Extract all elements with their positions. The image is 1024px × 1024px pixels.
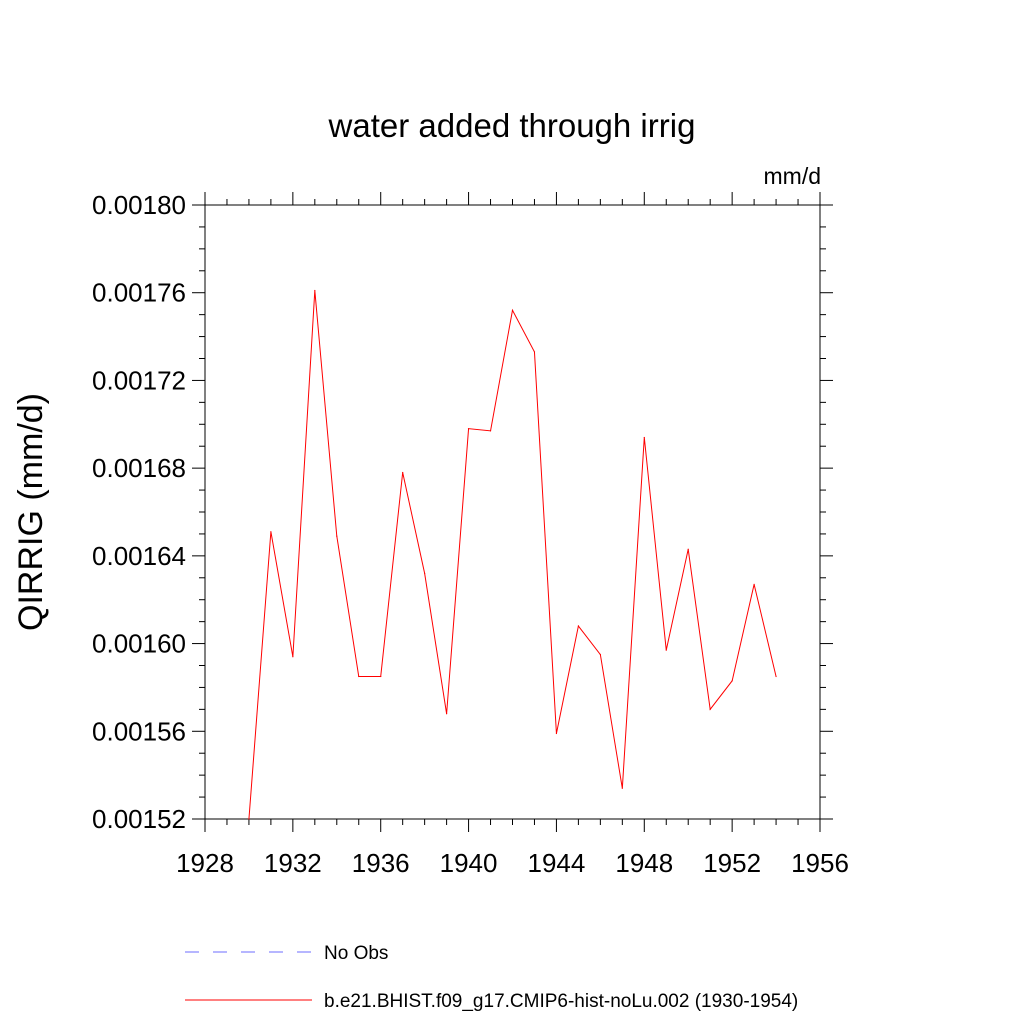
- y-tick-label: 0.00160: [92, 629, 186, 659]
- data-point: [731, 680, 733, 682]
- y-tick-label: 0.00180: [92, 190, 186, 220]
- data-point: [424, 572, 426, 575]
- axes: 1928 1932 1936 1940 1944 1948 1952 1956 0.00152 0…: [92, 190, 849, 878]
- chart-title: water added through irrig: [328, 107, 696, 144]
- data-point: [336, 535, 338, 537]
- x-tick-label: 1936: [352, 848, 410, 878]
- legend: No Obs b.e21.BHIST.f09_g17.CMIP6-hist-noL…: [185, 943, 798, 1012]
- data-point: [467, 428, 470, 430]
- data-point: [511, 309, 514, 311]
- legend-label: b.e21.BHIST.f09_g17.CMIP6-hist-noLu.002 …: [324, 991, 798, 1012]
- plot-frame: [204, 204, 821, 820]
- data-point: [753, 583, 755, 585]
- data-point: [380, 675, 382, 678]
- data-point: [687, 548, 689, 550]
- y-tick-label: 0.00176: [92, 278, 186, 308]
- data-point: [270, 531, 272, 533]
- data-point: [665, 649, 667, 651]
- y-tick-label: 0.00156: [92, 716, 186, 746]
- y-tick-label: 0.00172: [92, 365, 186, 395]
- units-label: mm/d: [764, 163, 822, 189]
- x-tick-label: 1940: [440, 848, 498, 878]
- x-tick-label: 1952: [703, 848, 761, 878]
- data-point: [292, 656, 294, 658]
- x-tick-label: 1932: [264, 848, 322, 878]
- data-point: [555, 732, 558, 735]
- data-point: [533, 351, 536, 353]
- data-point: [314, 289, 316, 292]
- x-tick-label: 1948: [615, 848, 673, 878]
- y-axis-label: QIRRIG (mm/d): [12, 393, 50, 631]
- data-point: [358, 675, 360, 678]
- x-tick-label: 1956: [791, 848, 849, 878]
- data-point: [775, 675, 777, 678]
- data-point: [446, 713, 448, 715]
- data-point: [402, 471, 404, 474]
- data-point: [709, 708, 711, 710]
- legend-label: No Obs: [324, 943, 388, 964]
- data-point: [643, 436, 645, 439]
- data-point: [621, 787, 623, 789]
- y-tick-label: 0.00152: [92, 804, 186, 834]
- x-tick-label: 1928: [176, 848, 234, 878]
- data-point: [599, 653, 601, 656]
- y-tick-label: 0.00168: [92, 453, 186, 483]
- data-point: [577, 625, 579, 627]
- data-point: [248, 818, 250, 820]
- series-layer: [248, 289, 777, 820]
- data-point: [489, 430, 492, 432]
- y-tick-label: 0.00164: [92, 541, 186, 571]
- series-line-1: [248, 290, 777, 820]
- x-tick-label: 1944: [528, 848, 586, 878]
